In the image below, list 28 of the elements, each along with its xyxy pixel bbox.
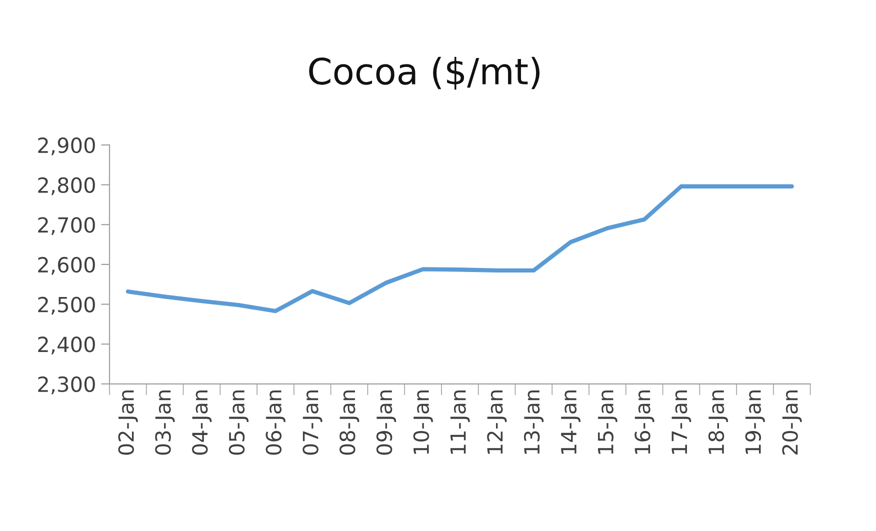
x-tick-label: 09-Jan [376, 390, 396, 455]
x-tick-label: 16-Jan [634, 390, 654, 454]
y-tick-label: 2,900 [38, 137, 95, 156]
x-tick-label: 15-Jan [598, 390, 618, 454]
x-tick-label: 07-Jan [302, 390, 322, 455]
x-tick-label: 11-Jan [450, 390, 470, 454]
x-tick-label: 08-Jan [340, 390, 360, 455]
line-series [126, 184, 794, 314]
x-tick-label: 10-Jan [413, 390, 433, 454]
y-tick-label: 2,400 [38, 336, 95, 354]
chart-title: Cocoa ($/mt) [309, 56, 540, 90]
x-tick-label: 14-Jan [561, 390, 580, 454]
x-tick-label: 18-Jan [708, 390, 728, 454]
y-tick-label: 2,600 [38, 256, 95, 275]
x-tick-label: 13-Jan [524, 390, 544, 454]
x-tick-label: 02-Jan [118, 390, 138, 455]
x-tick-label: 17-Jan [672, 390, 692, 454]
y-tick-label: 2,500 [38, 296, 95, 315]
x-tick-label: 19-Jan [745, 390, 765, 454]
x-tick-label: 06-Jan [266, 390, 286, 455]
x-tick-label: 12-Jan [487, 390, 507, 454]
y-tick-label: 2,800 [38, 177, 95, 196]
x-tick-label: 20-Jan [782, 390, 802, 455]
x-tick-label: 05-Jan [228, 390, 249, 455]
y-tick-label: 2,700 [38, 217, 95, 235]
x-tick-label: 03-Jan [155, 390, 175, 455]
y-tick-label: 2,300 [38, 376, 95, 394]
x-tick-label: 04-Jan [192, 390, 212, 455]
